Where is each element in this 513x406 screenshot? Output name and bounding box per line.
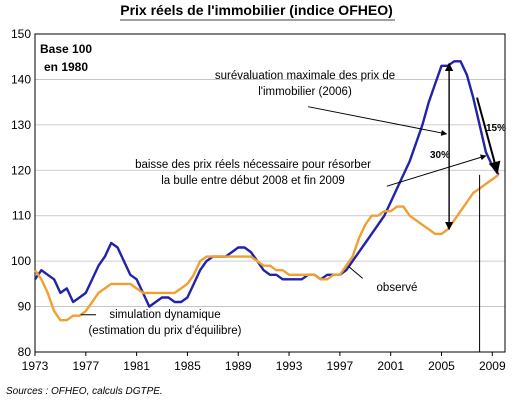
pointer-baisse <box>386 154 487 187</box>
y-tick-label: 80 <box>18 345 32 359</box>
label-30pct: 30% <box>430 150 451 161</box>
series-line-observe <box>34 60 500 308</box>
x-tick-label: 2005 <box>428 359 455 373</box>
base-note-line2: en 1980 <box>44 60 89 74</box>
base-note: Base 100 en 1980 <box>40 40 92 76</box>
annotation-surevaluation-line1: surévaluation maximale des prix de <box>214 70 396 82</box>
y-tick-label: 140 <box>11 72 31 86</box>
label-simulation: simulation dynamique (estimation du prix… <box>70 307 260 339</box>
annotation-baisse-line2: la bulle entre début 2008 et fin 2009 <box>161 175 345 187</box>
y-tick-label: 120 <box>11 163 31 177</box>
plot-frame <box>34 33 506 353</box>
x-tick-label: 1989 <box>225 359 252 373</box>
series-lines <box>34 60 500 322</box>
x-tick-label: 2001 <box>377 359 404 373</box>
axes: 80 90 100 110 120 130 140 150 1973 1977 1981 1985 19… <box>11 27 506 373</box>
label-observe: observé <box>376 282 418 294</box>
annotation-baisse: baisse des prix réels nécessaire pour ré… <box>118 157 388 189</box>
pointer-observe <box>348 266 364 279</box>
x-tick-label: 2009 <box>479 359 506 373</box>
gridlines <box>35 79 505 307</box>
x-tick-label: 1973 <box>22 359 49 373</box>
series-line-simulation <box>34 173 500 322</box>
pointer-surevaluation <box>308 106 448 136</box>
x-tick-label: 1997 <box>327 359 354 373</box>
x-tick-label: 1993 <box>276 359 303 373</box>
base-note-line1: Base 100 <box>40 42 93 56</box>
annotations <box>80 19 501 352</box>
y-tick-label: 110 <box>12 209 31 223</box>
label-15pct: 15% <box>486 123 507 134</box>
annotation-baisse-line1: baisse des prix réels nécessaire pour ré… <box>135 159 371 171</box>
x-tick-label: 1981 <box>123 359 150 373</box>
y-tick-label: 90 <box>18 300 32 314</box>
source-note: Sources : OFHEO, calculs DGTPE. <box>6 386 163 397</box>
y-tick-label: 100 <box>11 254 31 268</box>
label-simulation-line1: simulation dynamique <box>109 309 221 321</box>
arrow-15pct <box>476 97 501 174</box>
label-simulation-line2: (estimation du prix d'équilibre) <box>88 325 242 337</box>
x-tick-label: 1985 <box>174 359 201 373</box>
y-tick-label: 130 <box>11 118 31 132</box>
y-tick-label: 150 <box>11 27 31 41</box>
x-tick-label: 1977 <box>72 359 99 373</box>
annotation-surevaluation: surévaluation maximale des prix de l'imm… <box>190 68 420 100</box>
chart-title: Prix réels de l'immobilier (indice OFHEO… <box>120 2 393 18</box>
annotation-surevaluation-line2: l'immobilier (2006) <box>258 86 352 98</box>
